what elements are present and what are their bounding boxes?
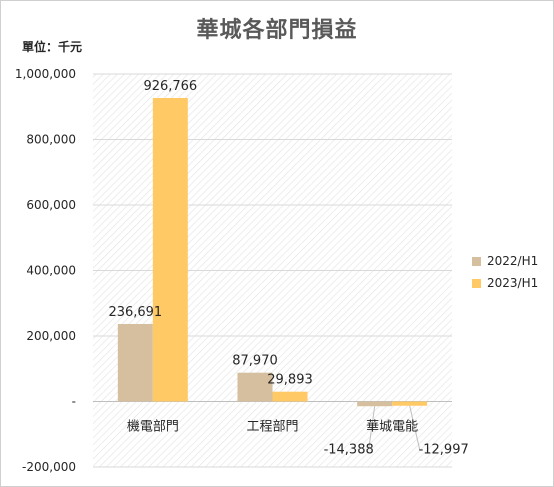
- legend-label-2023: 2023/H1: [487, 276, 539, 290]
- y-tick-label: 1,000,000: [15, 67, 76, 81]
- bar-2022-H1-0: [117, 323, 153, 402]
- legend-item-2022: 2022/H1: [472, 250, 538, 272]
- leader-line: [409, 405, 421, 450]
- legend-swatch-2022: [472, 256, 481, 266]
- legend: 2022/H1 2023/H1: [472, 250, 538, 294]
- legend-item-2023: 2023/H1: [472, 272, 538, 294]
- bar-2023-H1-0: [152, 97, 188, 402]
- data-label: 29,893: [267, 373, 313, 388]
- leader-line: [368, 406, 376, 450]
- legend-label-2022: 2022/H1: [487, 254, 539, 268]
- category-label: 華城電能: [366, 420, 418, 435]
- bar-2023-H1-1: [272, 391, 308, 402]
- category-label: 工程部門: [246, 420, 298, 435]
- chart-title: 華城各部門損益: [196, 18, 358, 43]
- bar-2022-H1-2: [357, 401, 393, 407]
- bar-2022-H1-1: [237, 372, 273, 402]
- bar-2023-H1-2: [392, 401, 428, 406]
- data-label: -14,388: [324, 443, 374, 458]
- category-label: 機電部門: [127, 420, 179, 435]
- data-label: 236,691: [108, 305, 162, 320]
- y-tick-label: 200,000: [26, 329, 76, 343]
- unit-label: 單位：千元: [22, 40, 83, 54]
- data-label: 87,970: [232, 354, 278, 369]
- y-tick-label: -200,000: [22, 460, 76, 474]
- data-label: -12,997: [419, 443, 469, 458]
- y-tick-label: 400,000: [26, 264, 76, 278]
- legend-swatch-2023: [472, 278, 481, 288]
- y-tick-label: 600,000: [26, 198, 76, 212]
- data-label: 926,766: [143, 79, 197, 94]
- y-tick-label: 800,000: [26, 133, 76, 147]
- y-tick-label: -: [72, 395, 76, 409]
